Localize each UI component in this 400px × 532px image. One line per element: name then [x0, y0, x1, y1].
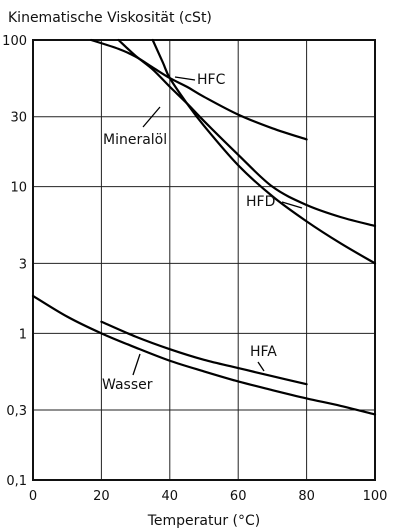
series-line-hfd [117, 38, 377, 228]
y-tick-label: 10 [10, 181, 27, 196]
y-tick-label: 0,3 [6, 404, 27, 419]
leader-line-mineraloel [142, 106, 161, 128]
x-tick-label: 40 [162, 489, 179, 504]
y-tick-label: 3 [19, 257, 27, 272]
series-line-hfa [100, 320, 308, 386]
series-label-mineraloel: Mineralöl [103, 132, 167, 148]
x-tick-label: 80 [298, 489, 315, 504]
series-label-hfd: HFD [246, 194, 275, 210]
y-axis-ticks: 0,1 0,3 1 3 10 30 100 [2, 34, 27, 489]
plot-frame [32, 39, 376, 481]
series-label-hfc: HFC [197, 72, 226, 88]
series-line-hfc [90, 38, 308, 141]
series-label-hfa: HFA [250, 344, 277, 360]
series-layer [31, 38, 377, 416]
y-tick-label: 1 [19, 327, 27, 342]
leader-line-hfc [174, 76, 196, 81]
grid [32, 39, 376, 481]
y-tick-label: 30 [10, 111, 27, 126]
x-tick-label: 0 [29, 489, 37, 504]
series-labels: HFC Mineralöl HFD HFA Wasser [102, 72, 303, 393]
y-tick-label: 0,1 [6, 474, 27, 489]
series-line-mineraloel [151, 38, 377, 265]
leader-line-hfd [281, 201, 303, 209]
x-tick-label: 60 [230, 489, 247, 504]
series-line-wasser [31, 294, 377, 416]
x-axis-label: Temperatur (°C) [147, 513, 261, 529]
leader-line-hfa [257, 361, 265, 372]
x-axis-ticks: 0 20 40 60 80 100 [29, 489, 388, 504]
x-tick-label: 20 [93, 489, 110, 504]
y-tick-label: 100 [2, 34, 27, 49]
chart-title: Kinematische Viskosität (cSt) [8, 10, 212, 26]
x-tick-label: 100 [363, 489, 388, 504]
leader-line-wasser [132, 353, 141, 376]
series-label-wasser: Wasser [102, 377, 153, 393]
